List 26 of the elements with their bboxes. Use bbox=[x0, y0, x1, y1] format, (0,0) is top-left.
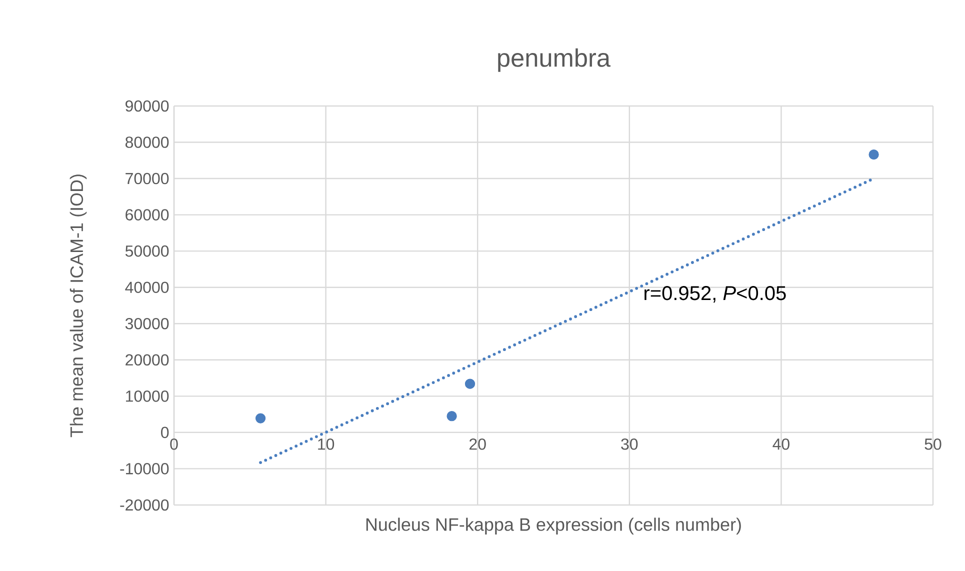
y-tick-label: 60000 bbox=[126, 209, 169, 220]
point bbox=[868, 150, 879, 160]
x-tick-label: 40 bbox=[772, 438, 790, 450]
y-tick-label: 90000 bbox=[126, 100, 169, 112]
y-tick-label: 10000 bbox=[126, 390, 169, 402]
x-tick-label: 30 bbox=[621, 438, 638, 450]
point bbox=[255, 413, 266, 424]
x-tick-label: 20 bbox=[469, 438, 486, 450]
y-tick-label: -10000 bbox=[120, 463, 169, 474]
point bbox=[446, 411, 457, 422]
x-tick-label: 10 bbox=[318, 438, 334, 450]
point bbox=[464, 378, 476, 389]
y-tick-label: 20000 bbox=[126, 354, 169, 366]
y-tick-label: 80000 bbox=[125, 136, 169, 148]
y-tick-label: 0 bbox=[161, 426, 169, 438]
x-tick-label: 50 bbox=[924, 438, 942, 450]
x-axis-title: Nucleus NF-kappa B expression (cells number) bbox=[366, 518, 741, 534]
chart-title: penumbra bbox=[498, 48, 611, 72]
y-tick-label: 40000 bbox=[125, 282, 169, 294]
annotation: r=0.952, P<0.05 bbox=[644, 286, 786, 303]
y-tick-label: 50000 bbox=[125, 245, 169, 257]
y-tick-label: -20000 bbox=[120, 499, 169, 511]
y-axis-title: The mean value of ICAM-1 (IOD) bbox=[70, 174, 87, 438]
y-tick-label: 30000 bbox=[125, 318, 169, 330]
y-tick-label: 70000 bbox=[126, 172, 169, 184]
x-tick-label: 0 bbox=[170, 438, 178, 450]
